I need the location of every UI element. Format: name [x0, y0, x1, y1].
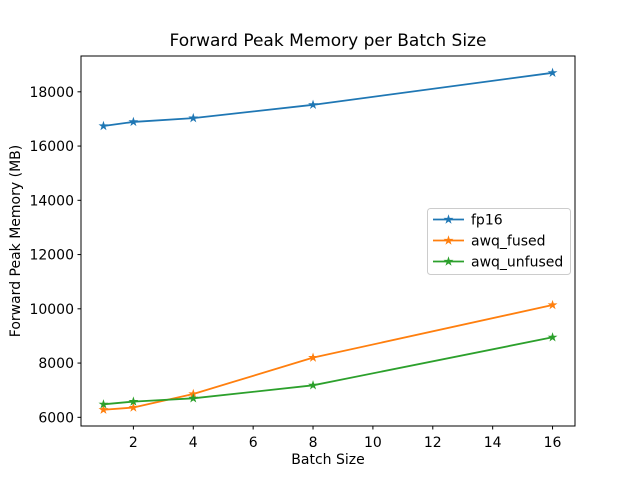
x-tick-label: 6: [249, 435, 258, 451]
data-point-star-icon: [547, 332, 558, 342]
data-point-star-icon: [128, 402, 139, 412]
legend-box: [427, 208, 571, 275]
legend-label: fp16: [471, 213, 503, 229]
series-awq_unfused: [98, 332, 558, 409]
y-tick-label: 14000: [29, 193, 74, 209]
legend-item-fp16: fp16: [433, 213, 503, 229]
y-axis: 6000 8000 10000 12000 14000 16000 18000: [29, 85, 81, 426]
legend-star-icon: [443, 214, 454, 224]
data-point-star-icon: [547, 67, 558, 78]
y-tick-label: 16000: [29, 139, 74, 155]
x-tick-label: 16: [544, 435, 562, 451]
plot-area-frame: [80, 55, 576, 427]
legend-star-icon: [443, 256, 454, 266]
data-point-star-icon: [98, 399, 109, 409]
y-tick-label: 10000: [29, 302, 74, 318]
data-point-star-icon: [188, 393, 199, 403]
data-point-star-icon: [98, 404, 109, 414]
data-point-star-icon: [308, 380, 318, 390]
legend-label: awq_unfused: [471, 255, 563, 271]
x-tick-label: 12: [424, 435, 442, 451]
x-tick-label: 4: [189, 435, 198, 451]
y-tick-label: 18000: [29, 85, 74, 101]
y-axis-label: Forward Peak Memory (MB): [8, 145, 24, 337]
x-axis: 2 4 6 8 10 12 14 16: [129, 426, 562, 451]
data-point-star-icon: [188, 112, 199, 123]
x-tick-label: 2: [129, 435, 138, 451]
data-point-star-icon: [98, 120, 109, 131]
chart-title: Forward Peak Memory per Batch Size: [170, 31, 487, 51]
legend: fp16 awq_fused awq_unfused: [427, 208, 571, 275]
data-point-star-icon: [308, 99, 318, 110]
data-point-star-icon: [547, 299, 558, 310]
legend-item-awq_fused: awq_fused: [433, 234, 546, 250]
data-point-star-icon: [128, 116, 139, 127]
y-tick-label: 8000: [38, 356, 74, 372]
x-tick-label: 8: [309, 435, 318, 451]
legend-label: awq_fused: [471, 234, 546, 250]
legend-item-awq_unfused: awq_unfused: [433, 255, 563, 271]
x-tick-label: 14: [484, 435, 502, 451]
legend-star-icon: [443, 235, 454, 245]
data-point-star-icon: [308, 352, 318, 362]
series-fp16: [98, 67, 558, 131]
y-tick-label: 6000: [38, 410, 74, 426]
y-tick-label: 12000: [29, 248, 74, 264]
x-axis-label: Batch Size: [291, 452, 364, 468]
x-tick-label: 10: [364, 435, 382, 451]
data-point-star-icon: [128, 396, 139, 406]
